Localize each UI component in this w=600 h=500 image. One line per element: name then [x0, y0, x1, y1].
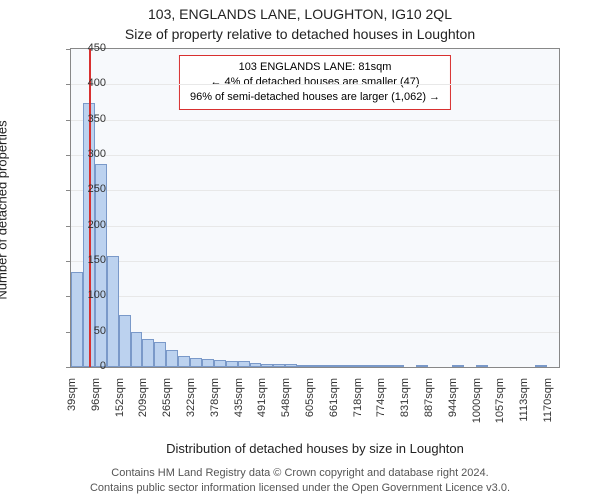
- ytick-label: 250: [70, 183, 106, 195]
- histogram-bar: [238, 361, 250, 367]
- histogram-bar: [178, 356, 190, 367]
- xtick-label: 378sqm: [209, 378, 221, 438]
- property-size-histogram: { "chart": { "type": "histogram", "title…: [0, 0, 600, 500]
- histogram-bar: [166, 350, 178, 367]
- histogram-bar: [202, 359, 214, 367]
- marker-line: [89, 49, 91, 367]
- gridline: [71, 155, 559, 156]
- xtick-label: 661sqm: [328, 378, 340, 438]
- gridline: [71, 296, 559, 297]
- gridline: [71, 84, 559, 85]
- histogram-bar: [476, 365, 488, 367]
- histogram-bar: [250, 363, 262, 367]
- gridline: [71, 332, 559, 333]
- histogram-bar: [369, 365, 381, 367]
- x-axis-label: Distribution of detached houses by size …: [70, 441, 560, 456]
- histogram-bar: [107, 256, 119, 367]
- histogram-bar: [226, 361, 238, 367]
- footer-text: Contains HM Land Registry data © Crown c…: [0, 466, 600, 496]
- legend-line2: ← 4% of detached houses are smaller (47): [190, 75, 440, 90]
- histogram-bar: [119, 315, 131, 367]
- xtick-label: 209sqm: [137, 378, 149, 438]
- histogram-bar: [535, 365, 547, 367]
- xtick-label: 774sqm: [375, 378, 387, 438]
- xtick-label: 491sqm: [256, 378, 268, 438]
- xtick-label: 39sqm: [66, 378, 78, 438]
- histogram-bar: [190, 358, 202, 367]
- ytick-label: 300: [70, 148, 106, 160]
- xtick-label: 96sqm: [90, 378, 102, 438]
- xtick-label: 265sqm: [161, 378, 173, 438]
- histogram-bar: [131, 332, 143, 367]
- histogram-bar: [285, 364, 297, 367]
- legend-line1: 103 ENGLANDS LANE: 81sqm: [190, 60, 440, 75]
- ytick-label: 450: [70, 42, 106, 54]
- histogram-bar: [380, 365, 392, 367]
- xtick-label: 1000sqm: [471, 378, 483, 438]
- histogram-bar: [273, 364, 285, 367]
- ytick-label: 200: [70, 219, 106, 231]
- histogram-bar: [333, 365, 345, 367]
- histogram-bar: [345, 365, 357, 367]
- histogram-bar: [214, 360, 226, 367]
- footer-line2: Contains public sector information licen…: [0, 481, 600, 496]
- xtick-label: 944sqm: [447, 378, 459, 438]
- ytick-label: 400: [70, 77, 106, 89]
- histogram-bar: [416, 365, 428, 367]
- chart-title-line1: 103, ENGLANDS LANE, LOUGHTON, IG10 2QL: [0, 6, 600, 22]
- xtick-label: 718sqm: [352, 378, 364, 438]
- ytick-label: 150: [70, 254, 106, 266]
- gridline: [71, 261, 559, 262]
- xtick-label: 548sqm: [280, 378, 292, 438]
- ytick-label: 100: [70, 289, 106, 301]
- histogram-bar: [261, 364, 273, 367]
- xtick-label: 322sqm: [185, 378, 197, 438]
- legend-line3: 96% of semi-detached houses are larger (…: [190, 90, 440, 105]
- marker-legend: 103 ENGLANDS LANE: 81sqm ← 4% of detache…: [179, 55, 451, 110]
- xtick-label: 831sqm: [399, 378, 411, 438]
- histogram-bar: [321, 365, 333, 367]
- histogram-bar: [392, 365, 404, 367]
- xtick-label: 152sqm: [114, 378, 126, 438]
- histogram-bar: [357, 365, 369, 367]
- y-axis-label: Number of detached properties: [0, 60, 10, 360]
- footer-line1: Contains HM Land Registry data © Crown c…: [0, 466, 600, 481]
- xtick-label: 887sqm: [423, 378, 435, 438]
- gridline: [71, 120, 559, 121]
- xtick-label: 1170sqm: [542, 378, 554, 438]
- ytick-label: 350: [70, 113, 106, 125]
- ytick-label: 0: [70, 360, 106, 372]
- plot-area: 103 ENGLANDS LANE: 81sqm ← 4% of detache…: [70, 48, 560, 368]
- xtick-label: 1057sqm: [494, 378, 506, 438]
- gridline: [71, 190, 559, 191]
- xtick-label: 605sqm: [304, 378, 316, 438]
- histogram-bar: [309, 365, 321, 367]
- gridline: [71, 226, 559, 227]
- histogram-bar: [142, 339, 154, 367]
- xtick-label: 435sqm: [233, 378, 245, 438]
- xtick-label: 1113sqm: [518, 378, 530, 438]
- histogram-bar: [154, 342, 166, 367]
- ytick-label: 50: [70, 325, 106, 337]
- histogram-bar: [297, 365, 309, 367]
- histogram-bar: [71, 272, 83, 367]
- chart-title-line2: Size of property relative to detached ho…: [0, 26, 600, 42]
- histogram-bar: [452, 365, 464, 367]
